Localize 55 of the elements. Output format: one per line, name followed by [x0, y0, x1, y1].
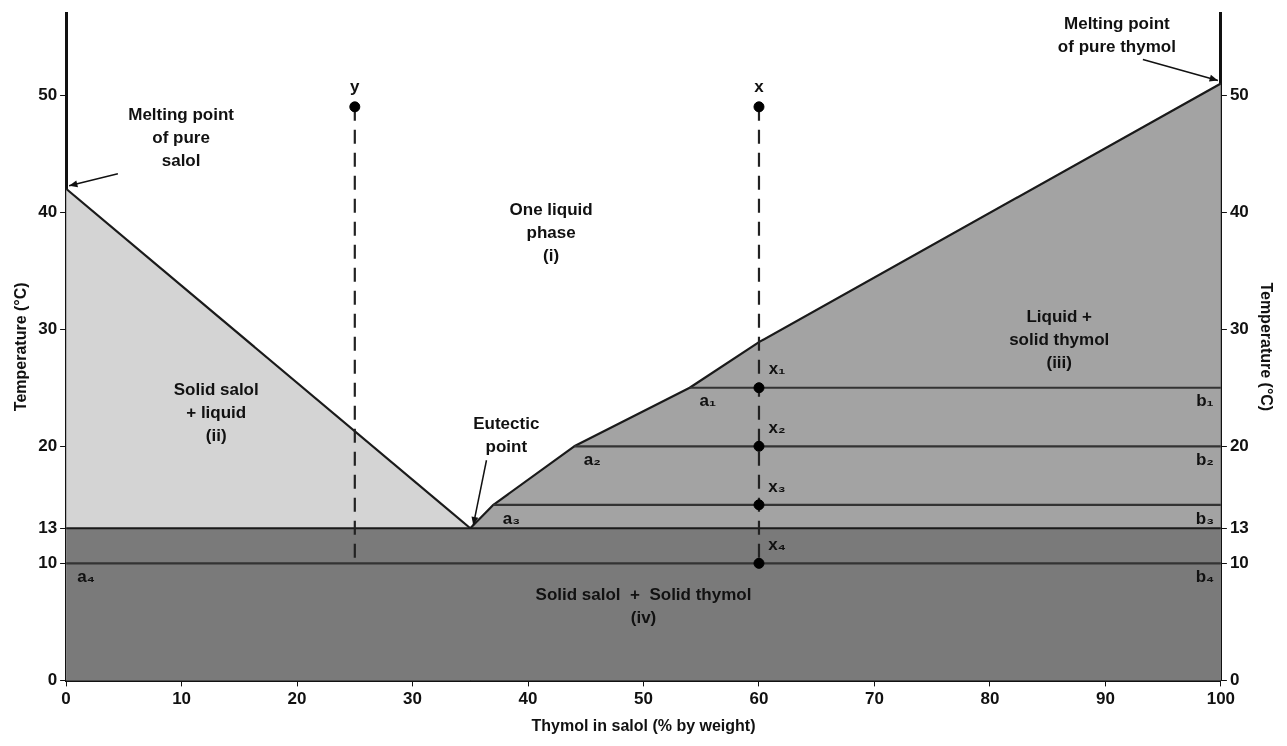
annotation: Melting point of pure thymol [1057, 13, 1176, 56]
x-tick-label: 30 [403, 689, 422, 709]
y-tick-label: 40 [38, 201, 58, 221]
annotation: Liquid + solid thymol (iii) [1009, 306, 1110, 372]
y-tick-label: 10 [38, 553, 58, 573]
annotation: Solid salol + Solid thymol (iv) [535, 585, 752, 628]
annotation: Eutectic point [473, 414, 540, 457]
annotation: a₃ [502, 508, 521, 528]
annotation: b₂ [1195, 449, 1214, 469]
point [753, 440, 765, 452]
y2-tick-label: 10 [1229, 553, 1249, 573]
y2-axis-title: Temperature (°C) [1257, 282, 1275, 412]
annotation: a₂ [583, 449, 601, 469]
annotation: b₃ [1195, 508, 1215, 528]
x-axis-title: Thymol in salol (% by weight) [531, 716, 756, 734]
point [753, 557, 765, 569]
x-tick-label: 80 [980, 689, 1000, 709]
point [349, 101, 361, 113]
x-tick-label: 10 [172, 689, 192, 709]
annotation: One liquid phase (i) [509, 200, 593, 266]
annotation: x₁ [768, 359, 786, 379]
annotation: b₄ [1195, 567, 1215, 587]
y-tick-label: 30 [38, 318, 58, 338]
y2-tick-label: 0 [1229, 670, 1240, 690]
point [753, 382, 765, 394]
y-axis-title: Temperature (°C) [12, 282, 30, 412]
y2-tick-label: 13 [1229, 517, 1249, 537]
annotation: Solid salol + liquid (ii) [173, 380, 259, 446]
x-tick-label: 70 [865, 689, 884, 709]
annotation: x [754, 76, 765, 96]
annotation: Melting point of pure salol [128, 105, 235, 171]
y2-tick-label: 50 [1229, 84, 1249, 104]
point [753, 101, 765, 113]
x-tick-label: 50 [634, 689, 653, 709]
point [753, 499, 765, 511]
y2-tick-label: 20 [1229, 435, 1249, 455]
annotation: x₃ [768, 476, 786, 496]
annotation: x₂ [768, 417, 786, 437]
x-tick-label: 100 [1206, 689, 1236, 709]
y-tick-label: 0 [47, 670, 58, 690]
annotation: a₁ [699, 391, 716, 411]
y-tick-label: 20 [38, 435, 58, 455]
annotation: y [350, 76, 361, 96]
x-tick-label: 20 [287, 689, 307, 709]
annotation: b₁ [1196, 391, 1214, 411]
x-tick-label: 90 [1095, 689, 1115, 709]
annotation: a₄ [77, 567, 95, 587]
y2-tick-label: 30 [1229, 318, 1249, 338]
x-tick-label: 60 [749, 689, 769, 709]
x-tick-label: 40 [518, 689, 538, 709]
y2-tick-label: 40 [1229, 201, 1249, 221]
annotation: x₄ [768, 535, 786, 555]
y-tick-label: 13 [38, 517, 58, 537]
x-tick-label: 0 [61, 689, 71, 709]
y-tick-label: 50 [38, 84, 58, 104]
